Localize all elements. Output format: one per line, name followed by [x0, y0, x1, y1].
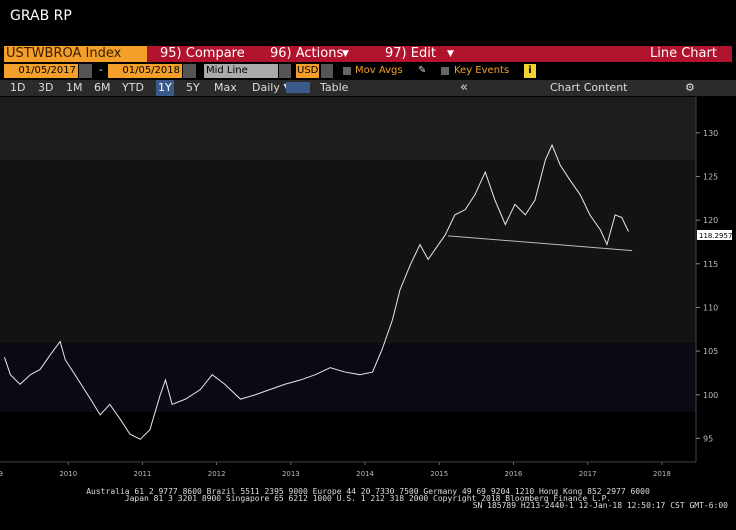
currency-field[interactable]: USD	[296, 64, 319, 78]
x-tick-label: 2012	[208, 470, 226, 478]
range-button[interactable]: 6M	[94, 81, 111, 94]
band	[0, 160, 696, 343]
screen-title: GRAB RP	[10, 8, 72, 24]
band	[0, 343, 696, 412]
toolbar-bar	[147, 46, 732, 62]
calendar-icon[interactable]	[79, 64, 92, 78]
y-tick-label: 115	[703, 260, 718, 269]
range-button[interactable]: 1Y	[156, 80, 174, 96]
band	[0, 97, 696, 160]
range-button[interactable]: 3D	[38, 81, 54, 94]
pencil-icon[interactable]: ✎	[418, 65, 427, 76]
x-tick-label: 2009	[0, 470, 3, 478]
price-line	[3, 143, 629, 440]
period-label: Daily	[252, 81, 280, 94]
checkbox[interactable]	[441, 67, 449, 75]
x-tick-label: 2011	[134, 470, 152, 478]
footer-line: SN 185789 H213-2440-1 12-Jan-18 12:50:17…	[472, 501, 728, 510]
y-tick-label: 120	[703, 216, 718, 225]
checkbox[interactable]	[343, 67, 351, 75]
range-button[interactable]: 5Y	[186, 81, 200, 94]
x-tick-label: 2010	[59, 470, 77, 478]
y-tick-label: 130	[703, 129, 718, 138]
calendar-icon[interactable]	[183, 64, 196, 78]
option-label[interactable]: Mov Avgs	[355, 65, 403, 76]
collapse-icon[interactable]: «	[460, 80, 468, 95]
chart-icon[interactable]	[286, 82, 310, 93]
currency-caret[interactable]	[321, 64, 333, 78]
range-bar: Daily ▼ Table « Chart Content ⚙ 1D3D1M6M…	[0, 80, 736, 96]
chart: 95 100 105 110 115 120 125 130 2009 2010 2011 2012 2…	[0, 97, 732, 478]
dropdown-caret: ▼	[447, 49, 454, 59]
start-date[interactable]: 01/05/2017	[4, 64, 78, 78]
y-tick-label: 110	[703, 303, 718, 312]
x-tick-label: 2018	[653, 470, 671, 478]
y-tick-label: 105	[703, 347, 718, 356]
mode-caret[interactable]	[279, 64, 291, 78]
dropdown-caret: ▼	[342, 49, 349, 59]
range-button[interactable]: YTD	[122, 81, 144, 94]
compare-button[interactable]: 95) Compare	[160, 46, 245, 61]
security-field[interactable]: USTWBROA Index	[4, 46, 147, 62]
x-tick-label: 2016	[505, 470, 523, 478]
y-tick-label: 100	[703, 391, 718, 400]
table-button[interactable]: Table	[320, 81, 349, 94]
x-tick-label: 2017	[579, 470, 597, 478]
footer-line: Japan 81 3 3201 8900 Singapore 65 6212 1…	[124, 494, 612, 503]
y-tick-label: 125	[703, 172, 718, 181]
edit-button[interactable]: 97) Edit	[385, 46, 436, 61]
toolbar: USTWBROA Index 95) Compare 96) Actions ▼…	[0, 46, 736, 62]
range-button[interactable]: 1M	[66, 81, 83, 94]
y-tick-label: 95	[703, 434, 713, 443]
range-button[interactable]: Max	[214, 81, 237, 94]
date-separator: -	[99, 65, 103, 76]
last-value-label: 118.2957	[699, 232, 732, 240]
view-label: Line Chart	[650, 46, 717, 61]
settings-icon[interactable]: ⚙	[685, 81, 695, 94]
option-label[interactable]: Key Events	[454, 65, 510, 76]
controls: 01/05/2017 - 01/05/2018 Mid Line USD Mov…	[0, 64, 736, 79]
x-tick-label: 2014	[356, 470, 374, 478]
x-tick-label: 2013	[282, 470, 300, 478]
trendline	[448, 235, 633, 252]
chart-content-button[interactable]: Chart Content	[550, 81, 628, 94]
x-tick-label: 2015	[430, 470, 448, 478]
actions-button[interactable]: 96) Actions	[270, 46, 344, 61]
info-icon[interactable]: i	[524, 64, 536, 78]
footer-line: Australia 61 2 9777 8600 Brazil 5511 239…	[86, 487, 650, 496]
range-button[interactable]: 1D	[10, 81, 26, 94]
end-date[interactable]: 01/05/2018	[108, 64, 182, 78]
last-value-box	[697, 230, 732, 241]
mode-select[interactable]: Mid Line	[204, 64, 278, 78]
